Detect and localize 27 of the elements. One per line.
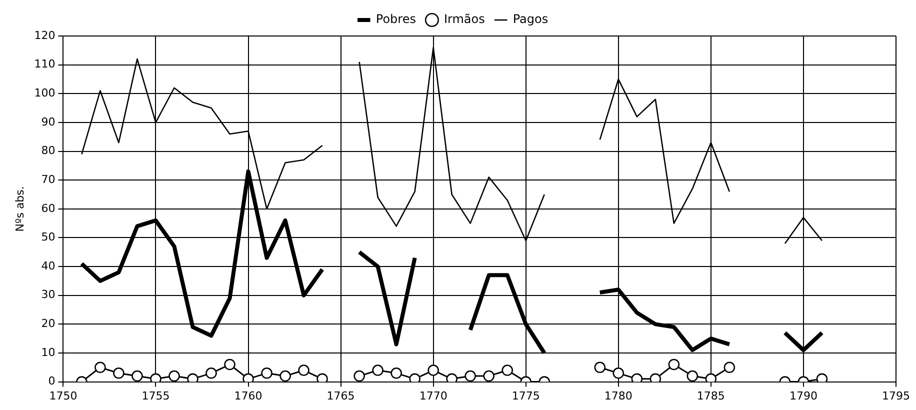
y-tick-label: 60 bbox=[41, 202, 56, 215]
y-tick-label: 0 bbox=[48, 374, 56, 388]
y-tick-label: 40 bbox=[41, 259, 56, 272]
y-tick-label: 100 bbox=[34, 86, 56, 100]
y-tick-label: 30 bbox=[41, 288, 56, 302]
x-tick-label: 1750 bbox=[49, 389, 78, 402]
x-tick-label: 1780 bbox=[604, 389, 632, 402]
legend-label: Pobres bbox=[376, 12, 416, 26]
x-tick-label: 1775 bbox=[512, 389, 540, 402]
y-tick-label: 110 bbox=[34, 58, 56, 71]
y-tick-label: 70 bbox=[41, 172, 56, 186]
legend-label: Irmãos bbox=[444, 12, 485, 26]
y-tick-label: 120 bbox=[34, 28, 56, 42]
y-tick-label: 50 bbox=[41, 230, 56, 244]
x-tick-label: 1790 bbox=[789, 389, 818, 402]
x-tick-label: 1785 bbox=[696, 389, 725, 402]
y-tick-label: 10 bbox=[41, 346, 56, 359]
x-tick-label: 1755 bbox=[142, 389, 170, 402]
x-tick-label: 1795 bbox=[882, 389, 910, 402]
x-tick-label: 1760 bbox=[234, 389, 262, 402]
y-tick-label: 20 bbox=[41, 317, 56, 330]
y-tick-label: 80 bbox=[41, 144, 56, 158]
y-tick-label: 90 bbox=[41, 115, 56, 128]
x-tick-label: 1770 bbox=[419, 389, 448, 402]
legend-label: Pagos bbox=[512, 12, 548, 26]
x-tick-label: 1765 bbox=[326, 389, 355, 402]
y-axis-title: Nºs abs. bbox=[13, 186, 26, 232]
